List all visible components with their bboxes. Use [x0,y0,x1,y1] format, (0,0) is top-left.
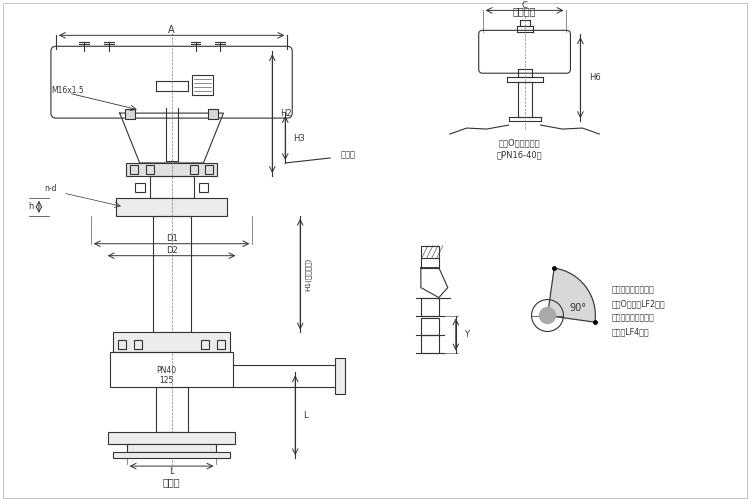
Bar [190,165,197,174]
Bar [126,163,218,176]
Text: 顶式手轮: 顶式手轮 [513,6,536,16]
Bar [146,165,154,174]
Bar [116,198,227,216]
Text: PN40: PN40 [157,366,177,375]
Text: 90°: 90° [569,302,586,312]
Bar [112,452,230,458]
Bar [112,332,230,352]
Text: H3: H3 [293,134,305,142]
Text: M16x1.5: M16x1.5 [51,86,84,94]
Polygon shape [120,113,224,163]
Text: h: h [28,202,34,211]
Text: H1(保温长度): H1(保温长度) [304,258,310,291]
Bar [127,444,217,452]
Text: 金属O型圈槽尺寸: 金属O型圈槽尺寸 [499,138,541,147]
Text: 125: 125 [160,376,174,385]
Bar [130,165,138,174]
Circle shape [539,308,556,324]
Text: n-d: n-d [45,184,57,194]
Text: （PN16-40）: （PN16-40） [496,150,542,160]
Bar [153,216,190,332]
Polygon shape [421,268,448,298]
Bar [135,183,145,192]
Text: Y: Y [464,330,469,339]
Bar [150,176,194,198]
Bar [421,298,439,316]
Bar [209,109,218,119]
Bar [335,358,345,394]
Bar [191,75,214,95]
Bar [124,109,135,119]
FancyBboxPatch shape [478,30,571,73]
Bar [206,165,214,174]
Bar [199,183,208,192]
Bar [155,388,188,432]
Text: D1: D1 [166,234,178,243]
Text: L: L [170,466,174,475]
Text: 连接板: 连接板 [340,150,355,160]
Bar [118,340,126,349]
Bar [202,340,209,349]
FancyBboxPatch shape [51,46,292,118]
Bar [110,352,233,388]
Text: A: A [168,26,175,36]
Bar [108,432,236,444]
Text: L: L [303,410,307,420]
Polygon shape [548,268,596,322]
Bar [421,318,439,336]
Bar [134,340,142,349]
Text: H2: H2 [280,109,292,118]
Text: H6: H6 [590,73,602,82]
Bar [421,336,439,353]
Text: D2: D2 [166,246,178,255]
Bar [421,246,439,258]
Bar [217,340,226,349]
Text: 低温型: 低温型 [163,477,181,487]
Text: 低温调节阀法兰采用
金属O形圈（LF2）密
封，可根据用户配铝
肖圈（LF4）。: 低温调节阀法兰采用 金属O形圈（LF2）密 封，可根据用户配铝 肖圈（LF4）。 [611,286,665,337]
Text: C: C [522,1,527,10]
